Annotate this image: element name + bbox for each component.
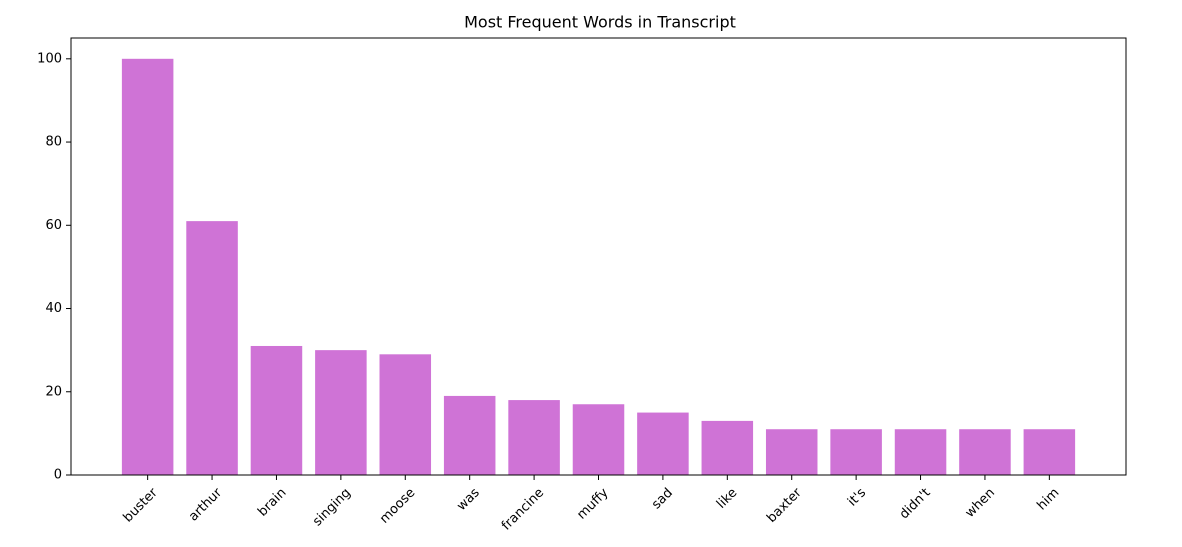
x-tick-label: muffy — [574, 485, 611, 522]
y-tick-label: 80 — [45, 135, 62, 150]
x-tick-label: him — [1034, 485, 1062, 513]
bar — [443, 395, 496, 475]
bar — [250, 345, 303, 475]
bar — [121, 58, 174, 476]
bar — [894, 429, 947, 475]
bar — [765, 429, 818, 475]
x-tick-label: sad — [649, 485, 676, 512]
bar — [637, 412, 689, 475]
bar — [186, 221, 238, 475]
y-tick-label: 100 — [37, 51, 62, 66]
y-tick-label: 20 — [45, 384, 62, 399]
bar — [830, 429, 882, 475]
x-tick-label: it's — [845, 485, 869, 509]
bar — [572, 404, 625, 475]
x-tick-label: was — [454, 485, 483, 514]
bar — [379, 354, 432, 475]
bar — [315, 350, 367, 475]
x-tick-label: singing — [310, 485, 354, 529]
y-tick-label: 0 — [54, 468, 62, 483]
y-tick-label: 40 — [45, 301, 62, 316]
bar — [508, 400, 560, 475]
x-tick-label: brain — [255, 485, 289, 519]
chart-title: Most Frequent Words in Transcript — [464, 13, 736, 32]
plot-frame — [70, 37, 1127, 476]
bar — [1023, 429, 1076, 475]
bar — [701, 420, 754, 475]
x-tick-label: francine — [499, 485, 547, 533]
x-tick-label: moose — [377, 485, 418, 526]
y-tick-label: 60 — [45, 218, 62, 233]
x-tick-label: didn't — [897, 485, 934, 522]
x-tick-label: baxter — [764, 485, 805, 526]
x-tick-label: like — [714, 485, 740, 511]
x-tick-label: arthur — [186, 485, 226, 525]
bar — [959, 429, 1011, 475]
x-tick-label: buster — [121, 485, 162, 526]
x-tick-label: when — [963, 485, 998, 520]
